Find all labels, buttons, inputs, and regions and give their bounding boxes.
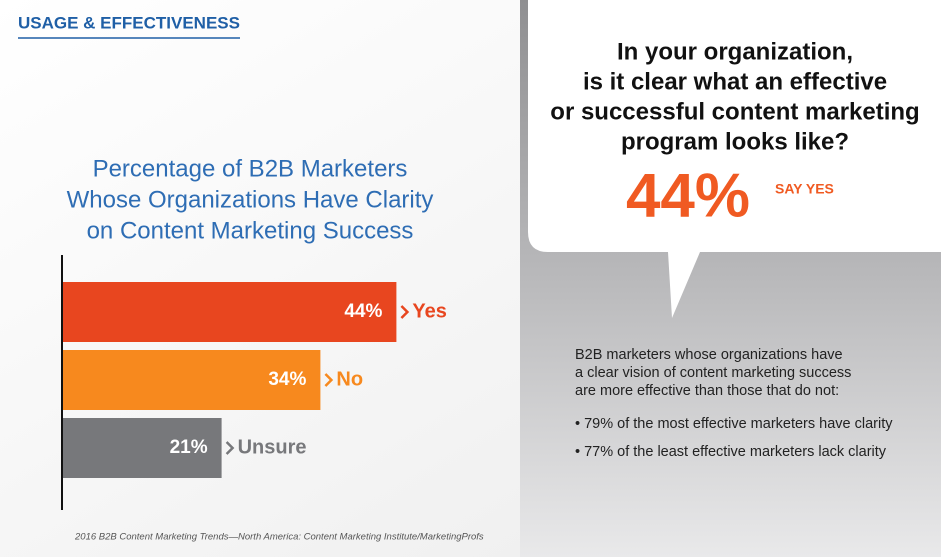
bar [62,282,397,342]
category-label: Unsure [238,436,307,458]
chart-title: Percentage of B2B Marketers [93,155,408,182]
section-header: USAGE & EFFECTIVENESS [18,13,240,32]
chart-title: on Content Marketing Success [87,217,414,244]
note-line: B2B marketers whose organizations have [575,347,843,363]
bar [62,418,222,478]
value-label: 21% [170,437,208,458]
chart-title: Whose Organizations Have Clarity [67,186,434,213]
pointer [400,305,410,319]
question: program looks like? [621,128,849,155]
source: 2016 B2B Content Marketing Trends—North … [74,532,484,543]
callout: In your organization, is it clear what an… [550,38,919,230]
question: In your organization, [617,38,853,65]
note-line: a clear vision of content marketing succ… [575,365,851,381]
value-label: 34% [268,369,306,390]
stat-label: SAY YES [775,181,834,197]
question: is it clear what an effective [583,68,887,95]
note-bullet: • 77% of the least effective marketers l… [575,444,887,460]
note-bullet: • 79% of the most effective marketers ha… [575,416,893,432]
category-label: Yes [412,300,446,322]
pointer [324,373,334,387]
bar-chart: Percentage of B2B Marketers Whose Organiz… [62,155,447,478]
note-line: are more effective than those that do no… [575,383,839,399]
value-label: 44% [344,301,382,322]
category-label: No [336,368,363,390]
question: or successful content marketing [550,98,919,125]
speech-bubble [528,0,941,318]
notes: B2B marketers whose organizations have a … [575,347,893,460]
pointer [225,441,235,455]
stat: 44% [626,161,750,230]
bar [62,350,321,410]
